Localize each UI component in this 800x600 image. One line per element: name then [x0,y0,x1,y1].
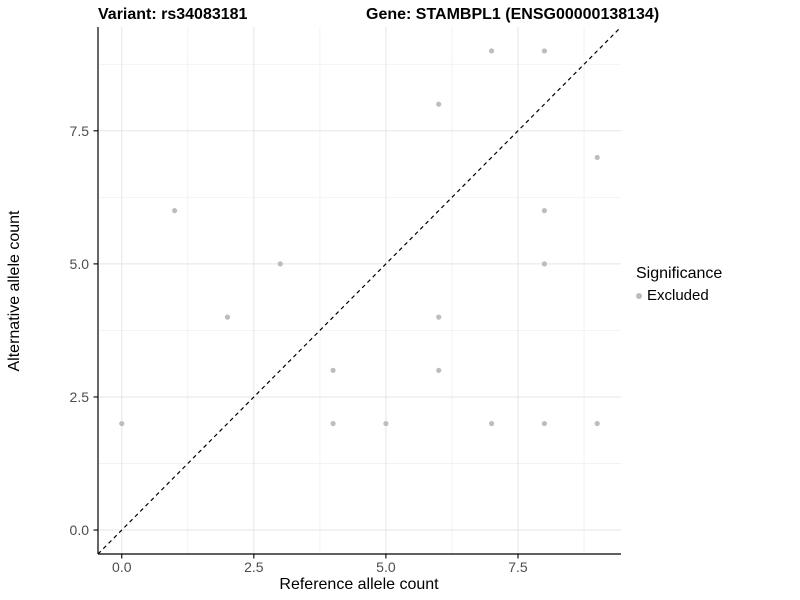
data-point [594,154,600,161]
data-point [541,261,547,267]
data-point [436,367,442,373]
data-point [488,48,495,54]
y-tick-label: 2.5 [70,389,90,405]
data-point [277,261,283,267]
y-tick-label: 7.5 [70,123,90,139]
x-tick-label: 0.0 [112,559,132,575]
data-point [436,314,442,320]
plot-title-gene: Gene: STAMBPL1 (ENSG00000138134) [366,6,660,23]
excluded-point-swatch [636,292,642,299]
legend-item-excluded: Excluded [636,287,722,304]
data-point [541,420,547,427]
y-tick-label: 0.0 [70,522,90,538]
plot-title-variant: Variant: rs34083181 [98,6,248,23]
data-point [488,420,495,427]
data-point [172,208,178,214]
data-point [383,420,389,427]
legend-item-label: Excluded [647,287,709,304]
y-tick-label: 5.0 [70,256,90,272]
data-point [119,420,125,427]
y-axis-title: Alternative allele count [6,210,23,372]
legend: Significance Excluded [636,265,722,304]
data-point [594,420,600,427]
data-point [436,101,442,107]
x-tick-label: 5.0 [376,559,396,575]
data-point [330,367,336,373]
data-point [541,208,547,214]
legend-title: Significance [636,265,723,282]
identity-line [97,26,622,555]
data-point [224,314,231,320]
data-point [330,420,336,427]
x-tick-label: 2.5 [244,559,264,575]
x-tick-label: 7.5 [508,559,528,575]
x-axis-title: Reference allele count [279,576,439,593]
data-point [541,48,547,54]
